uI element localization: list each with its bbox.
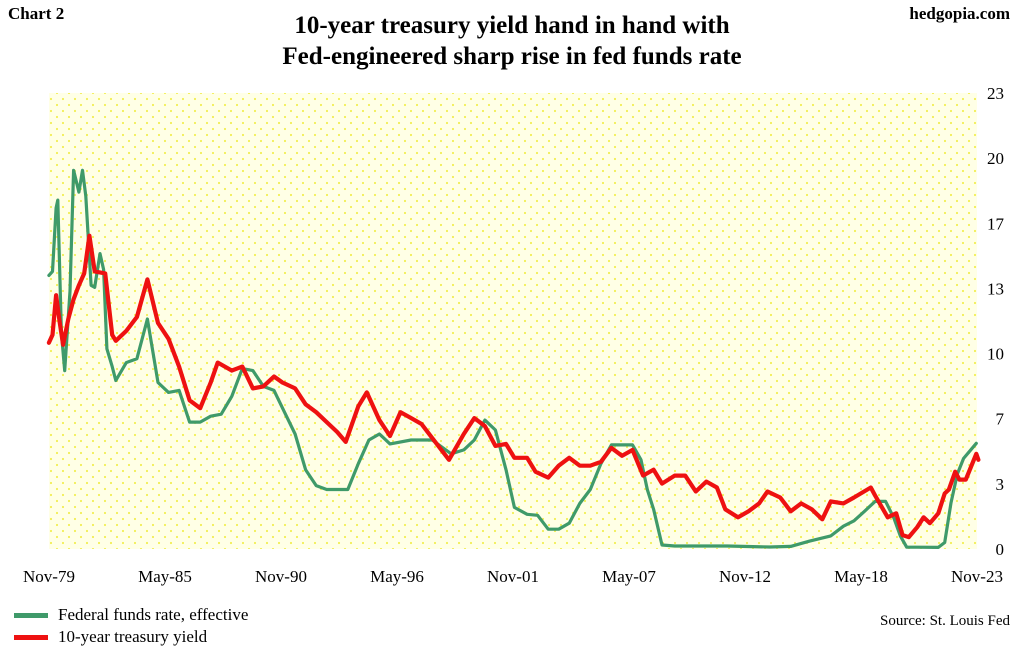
y-tick-label: 20: [987, 149, 1004, 168]
y-axis: 23 20 17 13 10 7 3 0: [987, 84, 1005, 559]
chart-number-label: Chart 2: [8, 4, 65, 23]
x-tick-label: Nov-12: [719, 567, 771, 586]
legend-label-treasury: 10-year treasury yield: [58, 627, 208, 646]
y-tick-label: 10: [987, 345, 1004, 364]
legend-item-fed-funds: Federal funds rate, effective: [14, 604, 248, 626]
x-tick-label: Nov-01: [487, 567, 539, 586]
legend: Federal funds rate, effective 10-year tr…: [14, 604, 248, 648]
legend-swatch-treasury: [14, 634, 48, 640]
series-layer: [46, 168, 981, 550]
x-tick-label: May-96: [370, 567, 424, 586]
x-tick-label: Nov-90: [255, 567, 307, 586]
brand-name: hedgopia.com: [909, 4, 1010, 23]
series-line-treasury: [46, 233, 981, 540]
y-tick-label: 3: [996, 475, 1005, 494]
legend-swatch-fed-funds: [14, 612, 48, 618]
y-tick-label: 0: [996, 540, 1005, 559]
y-tick-label: 7: [996, 410, 1005, 429]
legend-item-treasury: 10-year treasury yield: [14, 626, 248, 648]
x-tick-label: May-07: [602, 567, 656, 586]
chart-title-line-1: 10-year treasury yield hand in hand with: [294, 12, 730, 39]
y-tick-label: 17: [987, 214, 1005, 233]
x-tick-label: Nov-23: [951, 567, 1003, 586]
y-tick-label: 23: [987, 84, 1004, 103]
x-tick-label: May-85: [138, 567, 192, 586]
x-tick-label: Nov-79: [23, 567, 75, 586]
chart-title-line-2: Fed-engineered sharp rise in fed funds r…: [282, 43, 742, 70]
legend-label-fed-funds: Federal funds rate, effective: [58, 605, 249, 624]
plot-dot-pattern: [49, 93, 977, 549]
x-axis: Nov-79 May-85 Nov-90 May-96 Nov-01 May-07 Nov-…: [23, 567, 1003, 586]
y-tick-label: 13: [987, 279, 1004, 298]
x-tick-label: May-18: [834, 567, 888, 586]
source-note: Source: St. Louis Fed: [880, 613, 1010, 629]
